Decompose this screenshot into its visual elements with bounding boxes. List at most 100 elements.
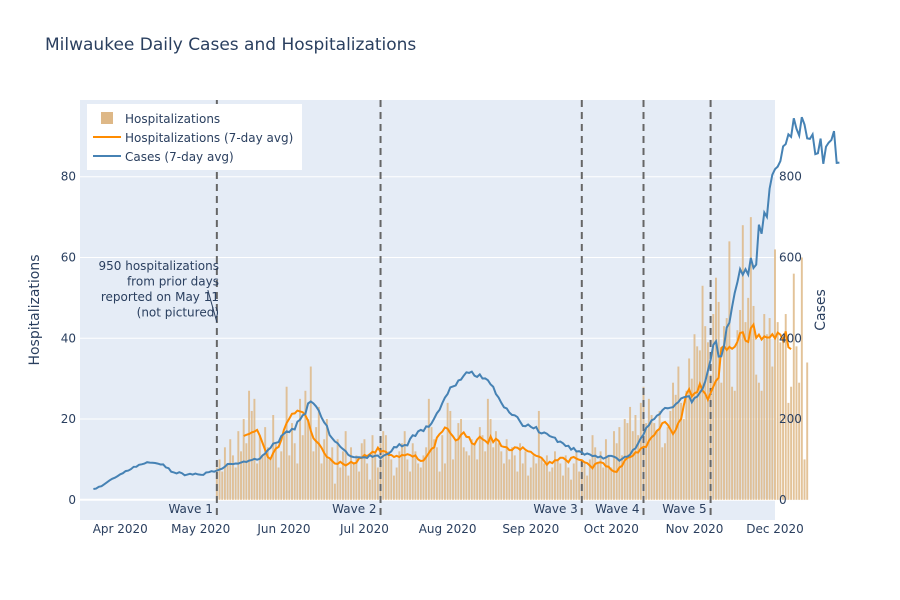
hospitalization-bar [382,431,385,500]
x-tick-label: Dec 2020 [746,522,804,536]
hospitalization-bar [500,451,503,500]
hospitalization-bar [250,410,253,500]
hospitalization-bar [733,390,736,500]
right-axis-ticks: 0 200 400 600 800 [779,170,802,507]
hospitalization-bar [537,410,540,500]
hospitalization-bar [728,241,731,500]
cases-7day-avg-line [93,116,840,490]
hospitalization-bar [411,443,414,500]
x-axis-ticks: Apr 2020 May 2020 Jun 2020 Jul 2020 Aug 2020… [93,522,804,536]
hospitalization-bar [478,427,481,500]
hospitalization-bar [374,451,377,500]
hospitalization-bar [231,455,234,500]
hospitalization-bar [602,467,605,500]
hospitalization-bar [693,334,696,500]
right-tick-label: 800 [779,170,802,184]
hospitalization-bar [564,455,567,500]
hospitalization-bar [664,443,666,500]
hospitalization-bar [237,431,240,500]
x-tick-label: Apr 2020 [93,522,148,536]
hospitalization-bar [492,447,495,500]
hospitalization-bar [696,346,699,500]
wave-markers: Wave 1 Wave 2 Wave 3 Wave 4 Wave 5 [168,100,712,520]
hospitalization-bar [245,443,248,500]
prior-days-annotation: 950 hospitalizations from prior daysrepor… [99,259,219,323]
hospitalization-bar [642,386,645,500]
hospitalization-bar [296,463,299,500]
hospitalization-bar [583,463,586,500]
hospitalization-bar [317,406,320,500]
hospitalization-bar [739,310,742,500]
hospitalization-bar [446,402,449,500]
hospitalization-bar [752,305,755,500]
hospitalization-bar [229,439,232,500]
hospitalization-bar [677,366,680,500]
hospitalization-bar [658,410,661,500]
hospitalization-bar [422,455,425,500]
hospitalization-bar [264,427,267,500]
left-tick-label: 0 [68,493,76,507]
hospitalization-bar [358,471,361,500]
hospitalization-bar [556,459,559,500]
hospitalization-bar [578,471,581,500]
hospitalization-bar [248,390,251,500]
hospitalization-bar [505,439,508,500]
hospitalization-bar [672,382,674,500]
hospitalization-bar [714,277,717,500]
x-tick-label: Aug 2020 [419,522,477,536]
hospitalization-bar [570,479,573,500]
x-tick-label: Sep 2020 [502,522,559,536]
hospitalization-bar [524,451,527,500]
hospitalization-bar [223,447,226,500]
hospitalization-bar [215,467,218,500]
hospitalization-bar [553,451,556,500]
hospitalization-bar [486,398,489,500]
hospitalization-bar [301,435,304,500]
hospitalization-bar [706,342,709,500]
hospitalization-bar [384,435,387,500]
hospitalization-bar [519,443,522,500]
legend: Hospitalizations Hospitalizations (7-day… [87,104,302,170]
hospitalization-bar [280,451,283,500]
hospitalization-bar [674,394,677,500]
hospitalization-bar [736,330,739,500]
hospitalization-bar [741,225,744,500]
hospitalization-bar [269,459,272,500]
hospitalization-bar [690,378,693,500]
wave-label: Wave 5 [662,502,706,516]
hospitalization-bar [712,314,715,500]
hospitalization-bar [774,249,776,500]
hospitalization-bar [594,447,597,500]
hospitalization-bar [304,390,307,500]
right-tick-label: 200 [779,412,802,426]
hospitalization-bar [532,455,535,500]
x-tick-label: Jun 2020 [256,522,310,536]
hospitalization-bar [234,467,237,500]
hospitalization-bar [414,451,417,500]
hospitalization-bar [240,451,242,500]
hospitalization-bar [655,431,658,500]
hospitalization-bar [406,459,409,500]
hospitalization-bar [803,459,806,500]
annotation-line: reported on May 11 [101,290,219,304]
hospitalization-bar [242,419,245,500]
hospitalization-bar [747,297,750,500]
hospitalization-bar [266,447,269,500]
hospitalization-bar [562,475,564,500]
hospitalization-bars [215,217,809,500]
hospitalization-bar [782,338,785,500]
hospitalization-bar [798,382,801,500]
hospitalization-bar [425,447,428,500]
hospitalization-bar [409,471,412,500]
hospitalization-bar [631,431,634,500]
hospitalization-bar [669,410,672,500]
hospitalization-bar [387,451,390,500]
legend-box [87,104,302,170]
hospitalization-bar [521,463,524,500]
right-tick-label: 600 [779,251,802,265]
hospitalization-bar [588,459,591,500]
hospitalization-bar [720,382,723,500]
hospitalization-bar [680,402,683,500]
hospitalization-bar [494,431,497,500]
